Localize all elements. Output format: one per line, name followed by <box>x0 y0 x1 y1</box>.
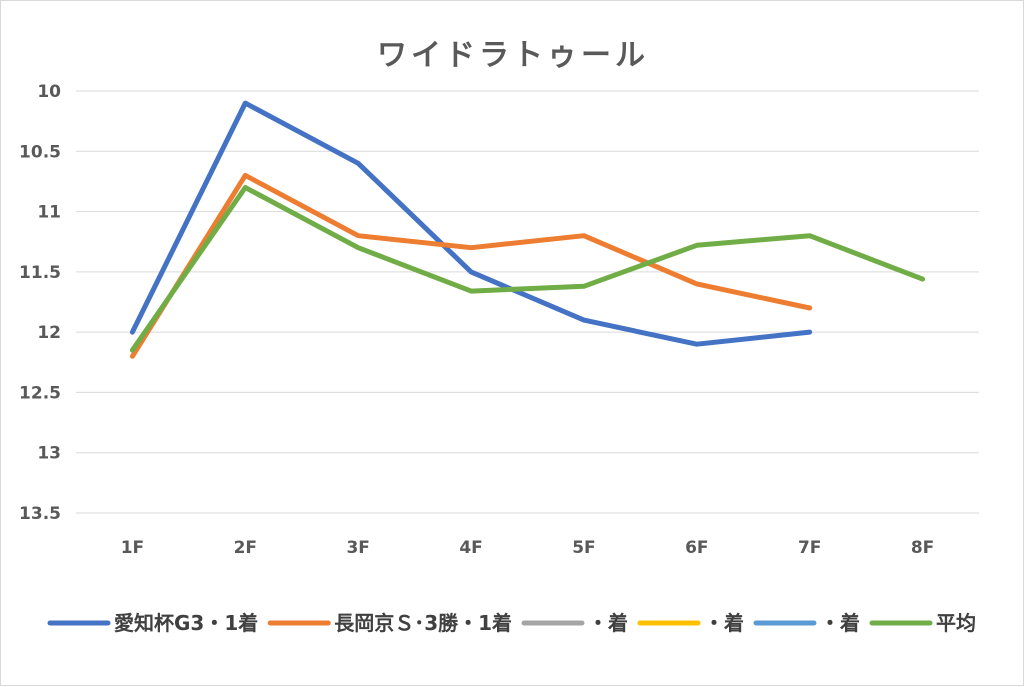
y-tick-label: 10 <box>37 82 61 102</box>
legend-item: 平均 <box>869 611 976 635</box>
y-tick-label: 10.5 <box>19 142 61 162</box>
legend-label: 平均 <box>936 611 976 635</box>
y-tick-label: 13 <box>37 444 61 464</box>
x-axis-ticks: 1F 2F 3F 4F 5F 6F 7F 8F <box>121 538 935 558</box>
legend-label: ・着 <box>588 611 628 635</box>
x-tick-label: 3F <box>346 538 369 558</box>
x-tick-label: 6F <box>685 538 708 558</box>
chart-title: ワイドラトゥール <box>377 38 649 73</box>
legend-label: 愛知杯G3・1着 <box>114 611 258 635</box>
legend-item: ・着 <box>521 611 628 635</box>
legend: 愛知杯G3・1着 長岡京Ｓ･3勝・1着 ・着 ・着 ・着 平均 <box>47 611 976 635</box>
x-tick-label: 2F <box>234 538 257 558</box>
y-tick-label: 12 <box>37 323 61 343</box>
y-tick-label: 11 <box>37 203 61 223</box>
series-line <box>129 185 926 353</box>
legend-label: ・着 <box>704 611 744 635</box>
y-tick-label: 12.5 <box>19 383 61 403</box>
legend-item: 愛知杯G3・1着 <box>47 611 258 635</box>
y-tick-label: 11.5 <box>19 263 61 283</box>
legend-item: 長岡京Ｓ･3勝・1着 <box>267 611 512 635</box>
x-tick-label: 7F <box>798 538 821 558</box>
y-tick-label: 13.5 <box>19 504 61 524</box>
y-axis-ticks: 10 10.5 11 11.5 12 12.5 13 13.5 <box>19 82 61 524</box>
grid-layer <box>76 90 979 514</box>
series-layer <box>129 100 926 359</box>
series-line <box>129 100 813 347</box>
x-tick-label: 4F <box>459 538 482 558</box>
series-line <box>129 172 813 359</box>
legend-item: ・着 <box>753 611 860 635</box>
legend-label: ・着 <box>820 611 860 635</box>
legend-item: ・着 <box>637 611 744 635</box>
x-tick-label: 1F <box>121 538 144 558</box>
x-tick-label: 5F <box>572 538 595 558</box>
legend-label: 長岡京Ｓ･3勝・1着 <box>334 611 512 635</box>
x-tick-label: 8F <box>911 538 934 558</box>
